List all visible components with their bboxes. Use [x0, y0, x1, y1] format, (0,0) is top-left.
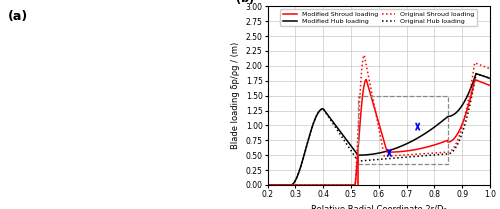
Y-axis label: Blade loading δp/ρg / (m): Blade loading δp/ρg / (m): [231, 42, 240, 149]
Legend: Modified Shroud loading, Modified Hub loading, Original Shroud loading, Original: Modified Shroud loading, Modified Hub lo…: [280, 9, 477, 26]
Bar: [358, 96, 448, 164]
Text: (b): (b): [236, 0, 254, 4]
X-axis label: Relative Radial Coordinate 2r/D₂: Relative Radial Coordinate 2r/D₂: [311, 204, 446, 209]
Text: (a): (a): [8, 10, 28, 23]
